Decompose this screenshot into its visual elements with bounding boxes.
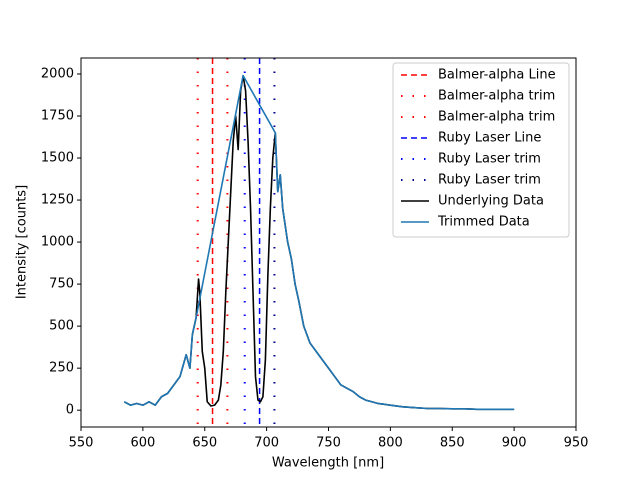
- legend-label: Balmer-alpha trim: [438, 110, 555, 125]
- x-tick-label: 850: [440, 436, 465, 451]
- y-axis-label: Intensity [counts]: [15, 185, 30, 299]
- legend-label: Balmer-alpha Line: [438, 68, 556, 83]
- legend-label: Ruby Laser Line: [438, 131, 541, 146]
- y-tick-label: 1250: [41, 193, 74, 208]
- legend-label: Balmer-alpha trim: [438, 89, 555, 104]
- x-tick-label: 750: [316, 436, 341, 451]
- y-tick-label: 500: [49, 319, 74, 334]
- y-tick-label: 1000: [41, 235, 74, 250]
- y-tick-label: 0: [66, 403, 74, 418]
- x-tick-label: 700: [254, 436, 279, 451]
- y-tick-label: 750: [49, 277, 74, 292]
- x-tick-label: 950: [564, 436, 589, 451]
- y-tick-label: 250: [49, 361, 74, 376]
- x-axis-label: Wavelength [nm]: [272, 456, 384, 471]
- x-tick-label: 600: [130, 436, 155, 451]
- plot-frame: [80, 57, 577, 428]
- legend-label: Underlying Data: [438, 194, 544, 209]
- data-line: [123, 74, 515, 411]
- legend-label: Ruby Laser trim: [438, 152, 541, 167]
- y-tick-label: 1750: [41, 108, 74, 123]
- x-tick-label: 650: [192, 436, 217, 451]
- x-tick-label: 800: [378, 436, 403, 451]
- x-tick-label: 550: [69, 436, 94, 451]
- legend-label: Trimmed Data: [437, 215, 530, 230]
- legend-box: [392, 62, 570, 238]
- y-tick-label: 2000: [41, 66, 74, 81]
- x-tick-label: 900: [502, 436, 527, 451]
- legend-label: Ruby Laser trim: [438, 173, 541, 188]
- y-tick-label: 1500: [41, 151, 74, 166]
